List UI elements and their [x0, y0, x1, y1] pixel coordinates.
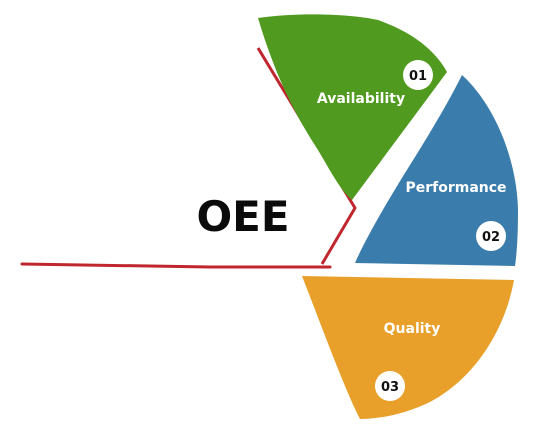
performance-badge-number: 02: [482, 230, 500, 245]
performance-label: Performance: [405, 180, 506, 196]
availability-badge-number: 01: [409, 69, 427, 84]
performance-badge-circle: [476, 221, 506, 251]
quality-wedge: [302, 276, 514, 419]
segment-availability: Availability 01: [258, 14, 447, 200]
red-pointer-line: [20, 262, 332, 269]
performance-wedge: [355, 75, 518, 266]
performance-badge: 02: [476, 221, 506, 251]
segment-quality: Quality 03: [302, 276, 514, 419]
oee-title: OEE: [196, 192, 289, 241]
availability-badge-circle: [403, 60, 433, 90]
quality-badge-circle: [375, 371, 405, 401]
availability-label: Availability: [317, 91, 405, 107]
quality-badge-number: 03: [381, 380, 399, 395]
quality-badge: 03: [375, 371, 405, 401]
availability-badge: 01: [403, 60, 433, 90]
quality-label: Quality: [384, 321, 441, 337]
segment-performance: Performance 02: [355, 75, 518, 266]
availability-wedge: [258, 14, 447, 200]
